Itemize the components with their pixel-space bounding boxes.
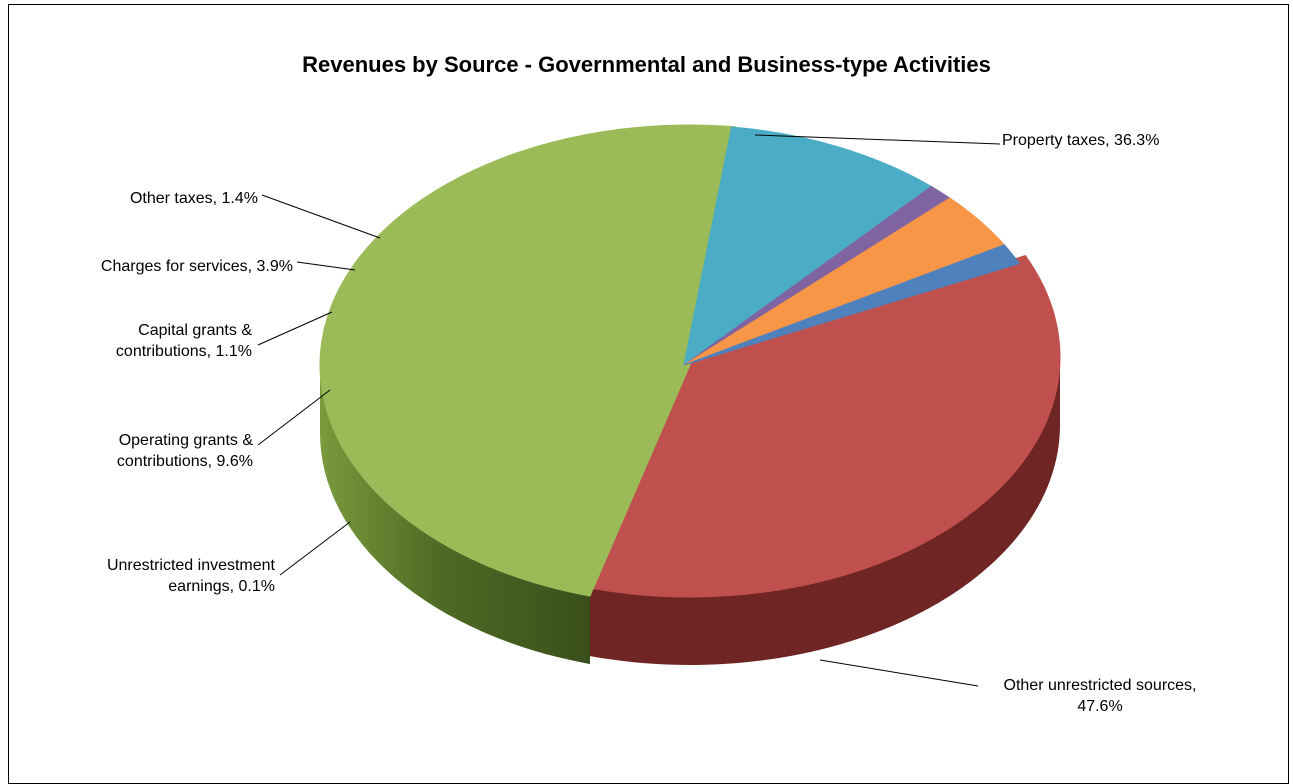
slice-label-3: Operating grants & contributions, 9.6% [117,432,253,470]
slice-label-2: Unrestricted investment earnings, 0.1% [107,557,276,595]
slice-label-1: Other unrestricted sources, 47.6% [1004,677,1197,715]
pie-slice-3 [683,126,933,367]
pie-slice-1 [319,124,736,597]
pie-slice-6 [683,244,1021,366]
leader-line-4 [257,311,333,346]
slice-label-4: Capital grants & contributions, 1.1% [116,322,252,360]
slice-label-5: Charges for services, 3.9% [101,258,293,275]
slice-label-0: Property taxes, 36.3% [1002,132,1159,149]
leader-line-6 [261,194,381,239]
leader-line-1 [819,659,979,687]
leader-line-3 [257,389,331,446]
chart-title: Revenues by Source - Governmental and Bu… [302,52,991,77]
leader-line-0 [754,134,1001,145]
pie-slice-0 [589,254,1061,598]
leader-line-5 [296,261,356,271]
pie-side-0 [590,357,1060,665]
slice-label-6: Other taxes, 1.4% [130,190,258,207]
leader-line-2 [279,521,351,576]
pie-side-1 [320,365,591,665]
